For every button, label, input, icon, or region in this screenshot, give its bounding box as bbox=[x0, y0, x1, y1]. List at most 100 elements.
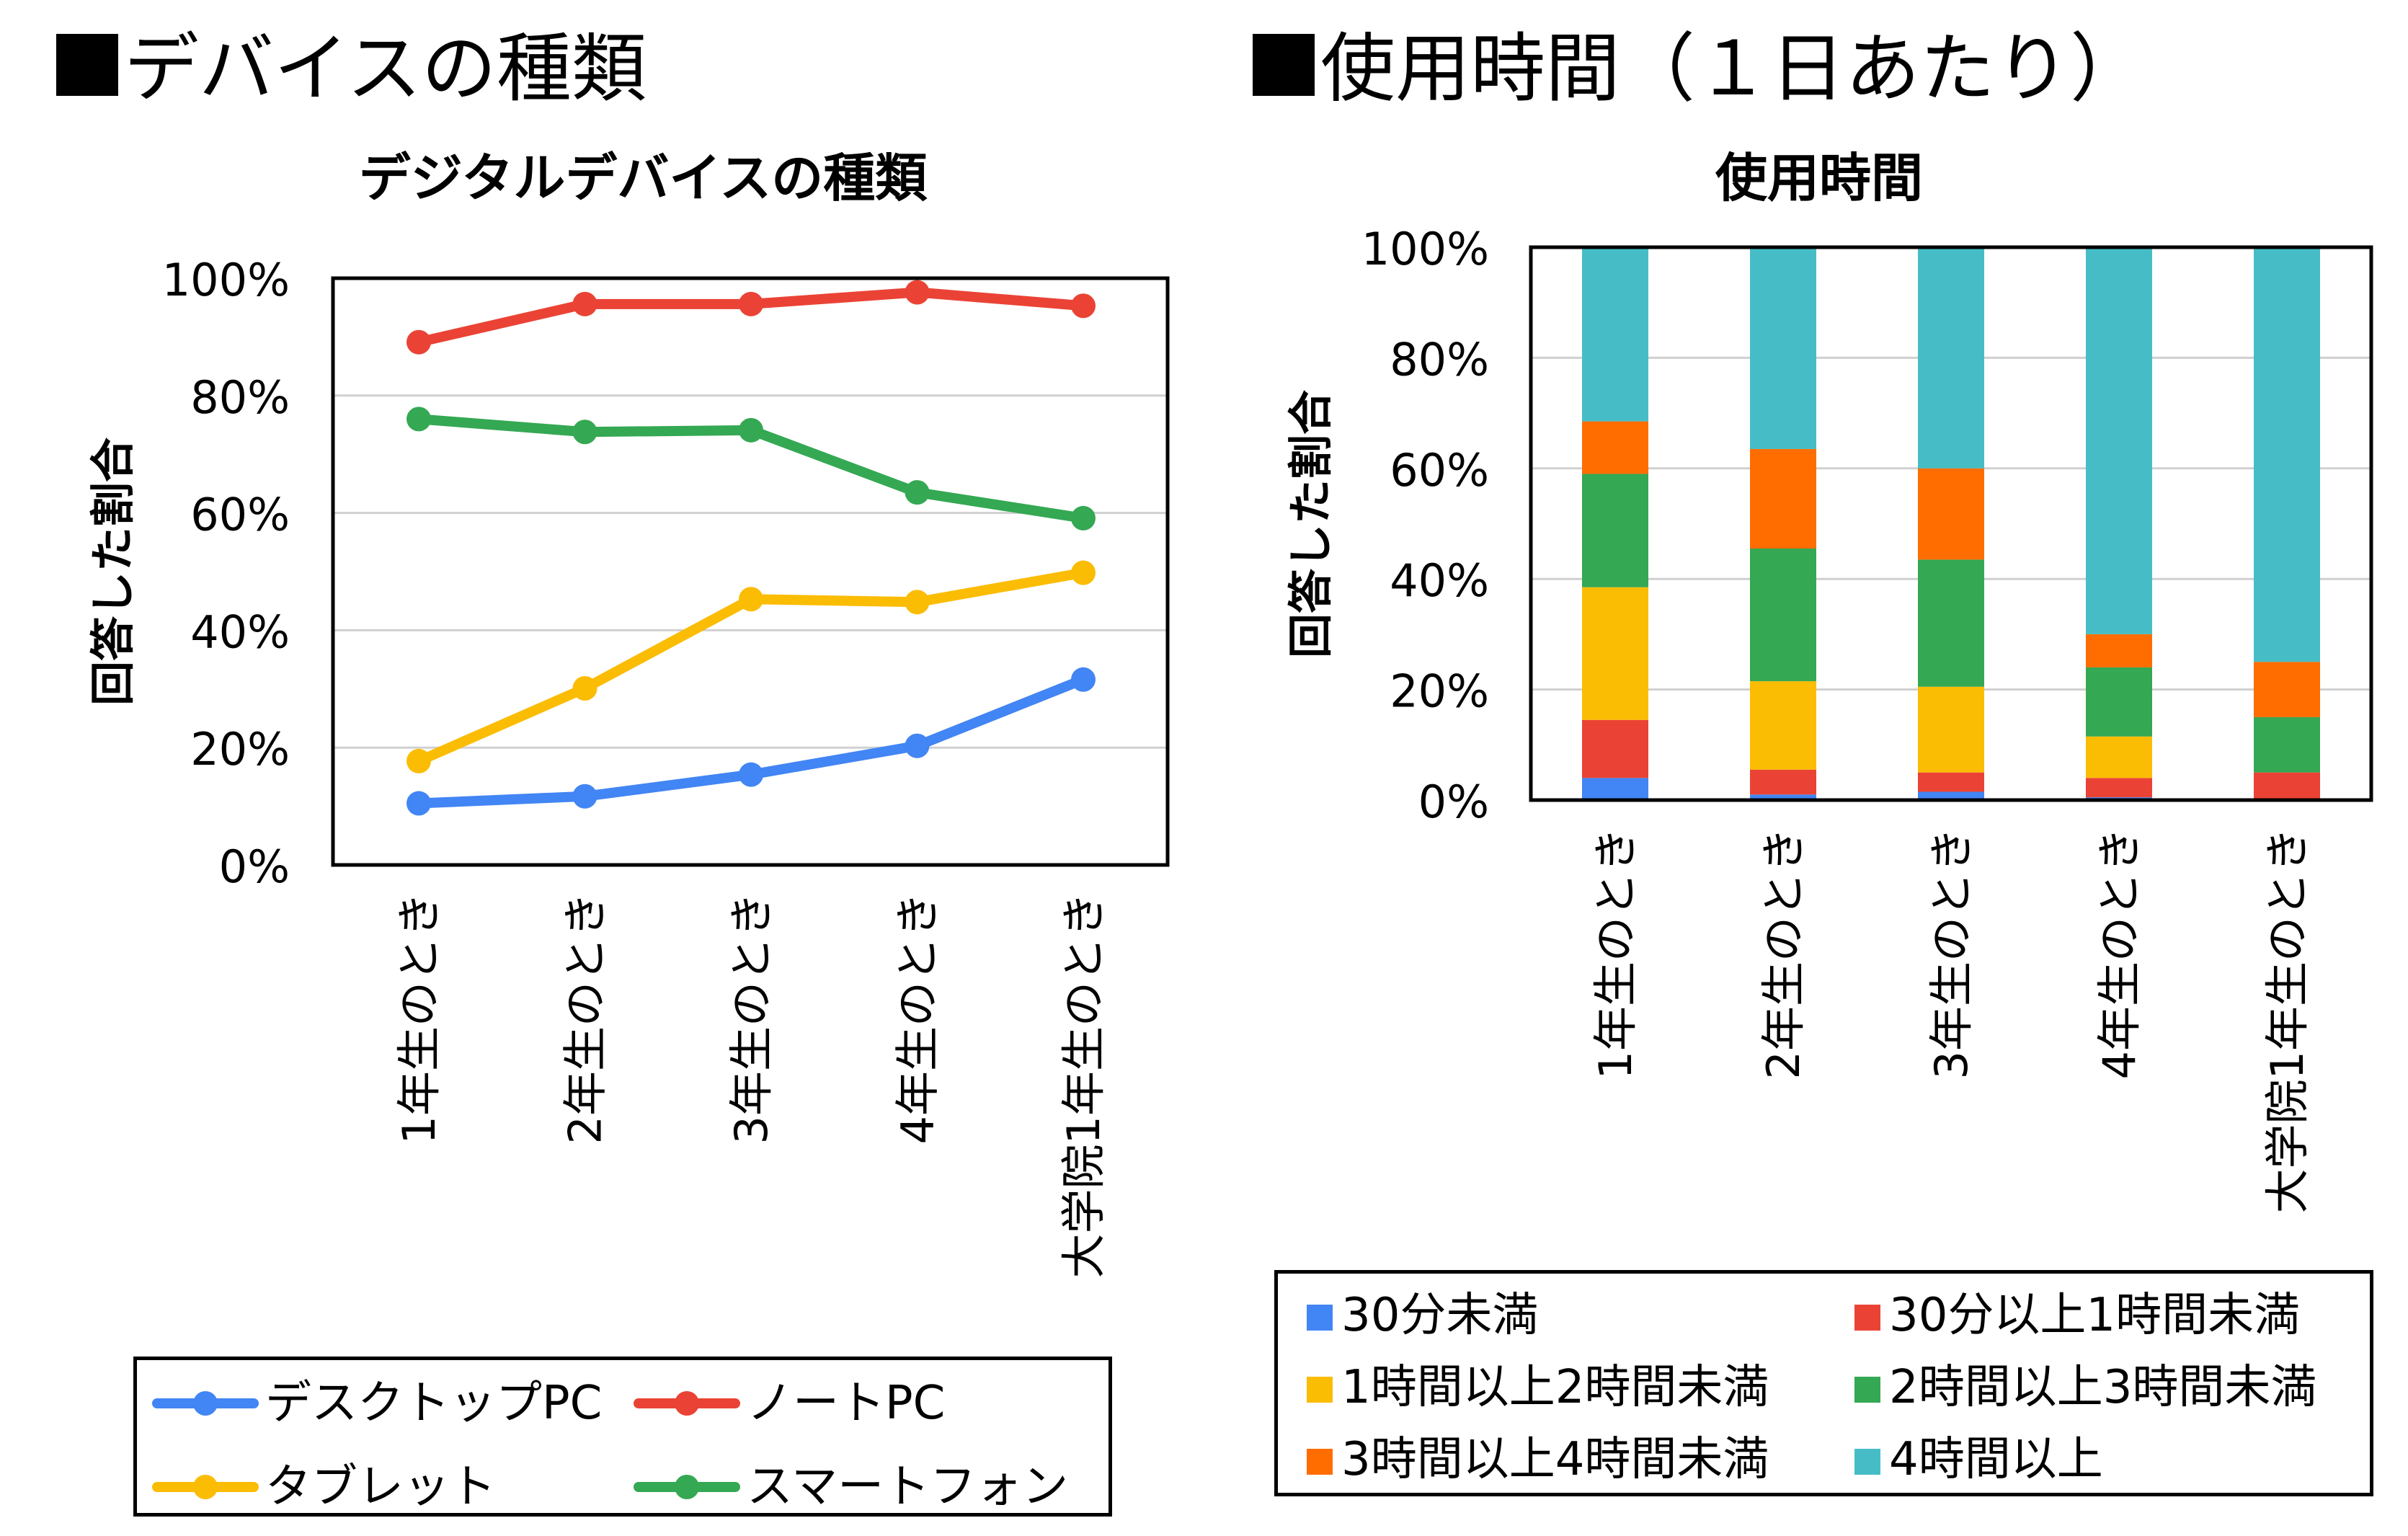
legend-line-dot bbox=[193, 1391, 218, 1416]
line-series-3-point bbox=[1071, 560, 1096, 585]
line-series-3-point bbox=[406, 748, 431, 773]
legend-line-marker-icon bbox=[634, 1391, 740, 1416]
bar-segment-5 bbox=[1750, 448, 1816, 549]
line-chart-title: デジタルデバイスの種類 bbox=[359, 148, 928, 208]
legend-line-marker-icon bbox=[634, 1475, 740, 1499]
legend-item: 3時間以上4時間未満 bbox=[1307, 1431, 1769, 1488]
bar-segment-1 bbox=[1918, 791, 1984, 800]
line-chart-y-axis-label: 回答した割合 bbox=[86, 438, 139, 706]
bar-segment-5 bbox=[2254, 662, 2320, 717]
line-series-2-point bbox=[406, 329, 431, 355]
section-heading-text: 使用時間（１日あたり） bbox=[1320, 25, 2146, 112]
square-bullet-icon bbox=[1253, 34, 1315, 96]
line-chart-plot-frame bbox=[331, 276, 1170, 867]
bar-segment-4 bbox=[2086, 667, 2152, 737]
bar-segment-1 bbox=[1582, 778, 1648, 800]
bar-chart-y-axis-label: 回答した割合 bbox=[1284, 390, 1337, 658]
line-chart-x-tick-label: 3年生のとき bbox=[725, 892, 778, 1144]
line-series-4-point bbox=[406, 407, 431, 432]
legend-line-marker-icon bbox=[152, 1391, 259, 1416]
legend-swatch-icon bbox=[1854, 1305, 1880, 1331]
bar-segment-4 bbox=[2254, 716, 2320, 773]
line-chart-y-tick-label: 100% bbox=[162, 254, 290, 306]
legend-swatch-icon bbox=[1854, 1449, 1880, 1475]
legend-item: ノートPC bbox=[626, 1375, 945, 1432]
bar-segment-4 bbox=[1918, 559, 1984, 687]
bar-chart-y-tick-label: 40% bbox=[1390, 554, 1489, 607]
bar-segment-6 bbox=[1918, 247, 1984, 469]
line-series-2-point bbox=[1071, 293, 1096, 319]
line-chart-y-tick-label: 20% bbox=[190, 723, 290, 776]
bar-segment-5 bbox=[2086, 634, 2152, 667]
line-series-3-point bbox=[905, 590, 930, 615]
bar-chart-x-tick-label: 3年生のとき bbox=[1925, 827, 1978, 1079]
bar-segment-3 bbox=[1918, 686, 1984, 773]
bar-chart-x-tick-label: 1年生のとき bbox=[1589, 827, 1642, 1079]
bar-segment-2 bbox=[2254, 772, 2320, 800]
legend-swatch-icon bbox=[1307, 1377, 1333, 1403]
legend-swatch-icon bbox=[1854, 1377, 1880, 1403]
line-series-1-point bbox=[1071, 667, 1096, 692]
legend-line-marker-icon bbox=[152, 1475, 259, 1499]
legend-label: タブレット bbox=[265, 1460, 496, 1514]
legend-label: 3時間以上4時間未満 bbox=[1341, 1433, 1769, 1486]
bar-segment-2 bbox=[1750, 769, 1816, 795]
bar-segment-1 bbox=[1750, 794, 1816, 800]
bar-chart-x-tick-label: 2年生のとき bbox=[1757, 827, 1810, 1079]
line-series-1-point bbox=[905, 733, 930, 758]
legend-label: デスクトップPC bbox=[265, 1377, 603, 1430]
legend-line-dot bbox=[193, 1475, 218, 1499]
legend-item: 30分未満 bbox=[1307, 1287, 1538, 1344]
bar-chart-x-tick-label: 大学院1年生のとき bbox=[2261, 827, 2314, 1213]
line-series-4-point bbox=[739, 417, 763, 443]
legend-label: 4時間以上 bbox=[1889, 1433, 2103, 1486]
line-series-1-point bbox=[572, 783, 597, 809]
bar-segment-4 bbox=[1750, 549, 1816, 682]
line-chart-x-tick-label: 1年生のとき bbox=[393, 892, 445, 1144]
line-series-2-point bbox=[739, 291, 763, 316]
bar-chart-y-tick-label: 100% bbox=[1361, 223, 1489, 275]
legend-line-dot bbox=[675, 1475, 699, 1499]
bar-chart-plot-frame bbox=[1529, 245, 2373, 802]
bar-segment-3 bbox=[1582, 587, 1648, 720]
line-series-3-point bbox=[572, 675, 597, 701]
legend-item: 30分以上1時間未満 bbox=[1854, 1287, 2300, 1344]
legend-item: 4時間以上 bbox=[1854, 1431, 2103, 1488]
bar-chart-legend: 30分未満 30分以上1時間未満 1時間以上2時間未満 2時間以上3時間未満 3時間以上… bbox=[1274, 1270, 2373, 1496]
bar-chart-title: 使用時間 bbox=[1715, 148, 1923, 208]
bar-segment-6 bbox=[2254, 247, 2320, 662]
line-chart-legend: デスクトップPC ノートPC タブレット スマートフォン bbox=[133, 1357, 1112, 1517]
line-chart-x-tick-label: 2年生のとき bbox=[559, 892, 612, 1144]
legend-swatch-icon bbox=[1307, 1449, 1333, 1475]
bar-segment-3 bbox=[1750, 681, 1816, 770]
line-series-1-point bbox=[739, 762, 763, 787]
line-chart-y-tick-label: 60% bbox=[190, 489, 290, 541]
bar-segment-5 bbox=[1582, 421, 1648, 474]
bar-chart-x-tick-label: 4年生のとき bbox=[2093, 827, 2146, 1079]
line-series-3-point bbox=[739, 587, 763, 612]
legend-label: 2時間以上3時間未満 bbox=[1889, 1361, 2317, 1414]
legend-label: ノートPC bbox=[747, 1377, 946, 1430]
bar-segment-2 bbox=[1582, 719, 1648, 778]
section-heading-text: デバイスの種類 bbox=[124, 25, 647, 112]
legend-swatch-icon bbox=[1307, 1305, 1333, 1331]
legend-line-dot bbox=[675, 1391, 699, 1416]
legend-item: 1時間以上2時間未満 bbox=[1307, 1359, 1769, 1416]
line-series-4-point bbox=[572, 419, 597, 445]
legend-item: タブレット bbox=[144, 1458, 496, 1516]
bar-segment-2 bbox=[1918, 772, 1984, 792]
bar-chart-y-tick-label: 60% bbox=[1390, 444, 1489, 497]
legend-label: 30分以上1時間未満 bbox=[1889, 1289, 2301, 1342]
bar-segment-6 bbox=[2086, 247, 2152, 634]
bar-chart-y-tick-label: 80% bbox=[1390, 333, 1489, 386]
legend-item: スマートフォン bbox=[626, 1458, 1068, 1516]
bar-segment-5 bbox=[1918, 468, 1984, 560]
legend-item: 2時間以上3時間未満 bbox=[1854, 1359, 2316, 1416]
line-chart-y-tick-label: 80% bbox=[190, 371, 290, 424]
bar-segment-2 bbox=[2086, 778, 2152, 798]
line-chart-x-tick-label: 大学院1年生のとき bbox=[1057, 892, 1110, 1278]
line-chart-x-tick-label: 4年生のとき bbox=[892, 892, 944, 1144]
line-series-1-point bbox=[406, 791, 431, 816]
section-heading-usage-time: 使用時間（１日あたり） bbox=[1253, 14, 2145, 123]
